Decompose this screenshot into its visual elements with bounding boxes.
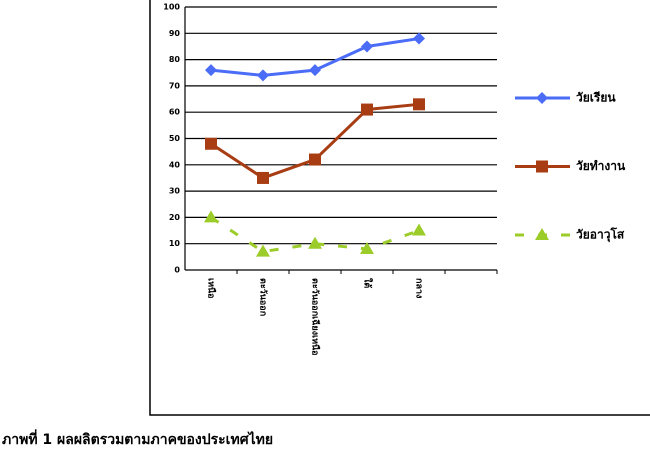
x-tick-label: ตะวันออกเฉียงเหนือ [310, 278, 322, 356]
x-tick-label: เหนือ [206, 278, 218, 299]
series-line [210, 102, 420, 180]
series-line [210, 216, 420, 254]
y-tick-label: 50 [169, 134, 181, 143]
y-tick-label: 0 [174, 266, 180, 275]
x-tick-label: ใต้ [362, 278, 374, 288]
point [257, 69, 269, 82]
y-tick-label: 40 [169, 160, 181, 169]
y-tick-label: 90 [169, 29, 181, 38]
point [257, 171, 269, 184]
point [361, 40, 373, 53]
y-tick-label: 100 [163, 3, 180, 12]
y-tick-label: 10 [169, 239, 181, 248]
y-tick-label: 20 [169, 213, 181, 222]
point [536, 92, 548, 104]
point [536, 160, 548, 173]
point [413, 32, 425, 45]
point [535, 228, 549, 240]
point [256, 244, 270, 257]
x-tick-label: กลาง [414, 278, 424, 298]
point [361, 103, 373, 116]
point [360, 241, 374, 254]
point [309, 64, 321, 77]
legend-label: วัยอาวุโส [576, 227, 625, 243]
point [205, 64, 217, 77]
x-tick-label: ตะวันออก [258, 278, 269, 316]
point [205, 137, 217, 150]
y-tick-label: 70 [169, 81, 181, 90]
y-tick-label: 80 [169, 55, 181, 64]
point [309, 153, 321, 166]
point [412, 223, 426, 236]
point [413, 98, 425, 111]
y-tick-label: 60 [169, 108, 181, 117]
legend-label: วัยทำงาน [576, 159, 626, 173]
legend-label: วัยเรียน [576, 91, 616, 105]
point [204, 210, 218, 223]
chart-border [149, 0, 650, 416]
caption: ภาพที่ 1 ผลผลิตรวมตามภาคของประเทศไทย [2, 429, 273, 448]
point [308, 236, 322, 249]
y-tick-label: 30 [169, 187, 181, 196]
